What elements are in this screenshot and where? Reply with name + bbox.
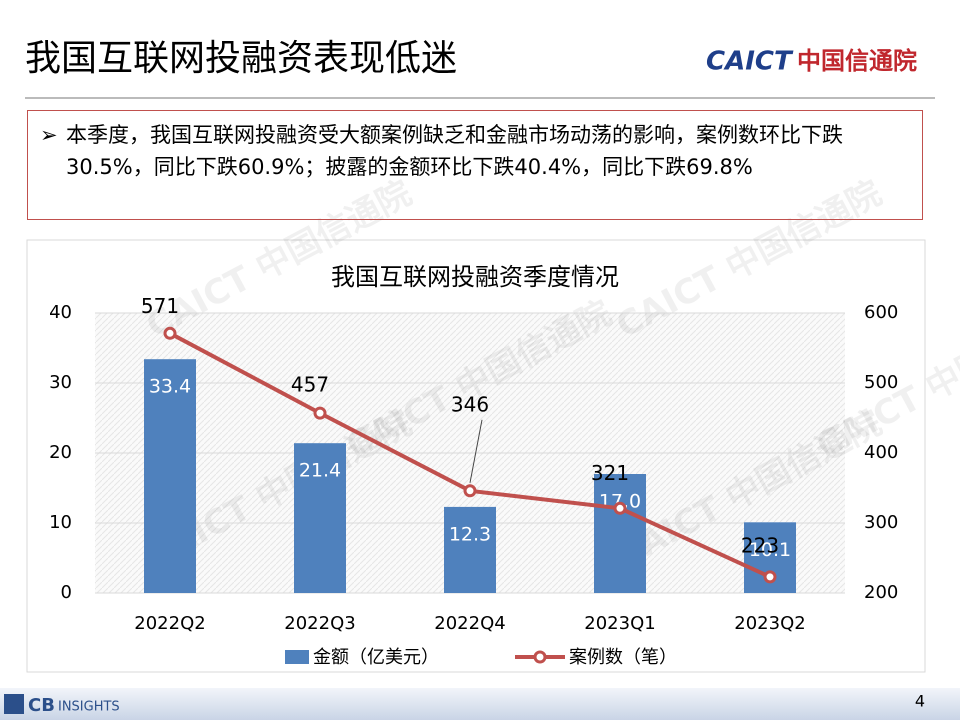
legend-label: 案例数（笔） (569, 647, 677, 668)
y-tick-label: 30 (49, 372, 72, 393)
line-marker (313, 406, 327, 420)
legend-label: 金额（亿美元） (313, 647, 439, 668)
logo-en: CAICT (706, 47, 794, 77)
footer-logo: INSIGHTS (58, 700, 120, 715)
line-value-label: 571 (141, 294, 179, 318)
chart-title: 我国互联网投融资季度情况 (331, 263, 619, 291)
line-value-label: 457 (291, 373, 329, 397)
y-tick-label: 10 (49, 512, 72, 533)
bar-value-label: 10.1 (749, 539, 791, 561)
page-number: 4 (915, 692, 925, 711)
line-value-label: 321 (591, 461, 629, 485)
line-value-label: 223 (741, 533, 779, 557)
line-marker (463, 484, 477, 498)
logo-cn: 中国信通院 (797, 47, 917, 75)
bar (594, 474, 646, 593)
x-tick-label: 2023Q2 (734, 613, 805, 634)
y2-tick-label: 300 (864, 512, 898, 533)
y2-tick-label: 500 (864, 372, 898, 393)
line-marker (613, 501, 627, 515)
y-tick-label: 20 (49, 442, 72, 463)
x-tick-label: 2022Q4 (434, 613, 505, 634)
slide-title: 我国互联网投融资表现低迷 (25, 38, 457, 79)
line-marker (763, 570, 777, 584)
legend-swatch (533, 650, 547, 664)
bar-value-label: 12.3 (449, 523, 491, 545)
bullet-marker: ➢ (40, 123, 58, 147)
bullet-text: 本季度，我国互联网投融资受大额案例缺乏和金融市场动荡的影响，案例数环比下跌30.… (66, 123, 843, 179)
leader-line (469, 419, 483, 483)
y2-tick-label: 200 (864, 582, 898, 603)
y2-tick-label: 600 (864, 302, 898, 323)
bar-value-label: 33.4 (149, 376, 191, 398)
bar (444, 506, 496, 593)
bullet-box: ➢ 本季度，我国互联网投融资受大额案例缺乏和金融市场动荡的影响，案例数环比下跌30… (27, 110, 923, 220)
x-tick-label: 2022Q2 (134, 613, 205, 634)
bar (144, 359, 196, 593)
y-tick-label: 40 (49, 302, 72, 323)
y2-tick-label: 400 (864, 442, 898, 463)
footer-logo-icon (4, 694, 24, 714)
bar-value-label: 21.4 (299, 460, 341, 482)
x-tick-label: 2023Q1 (584, 613, 655, 634)
y-tick-label: 0 (61, 582, 72, 603)
footer-band (0, 688, 960, 720)
line-marker (163, 326, 177, 340)
bar (294, 443, 346, 593)
legend-swatch (285, 650, 309, 664)
line-value-label: 346 (451, 392, 489, 416)
footer-logo: CB (28, 695, 55, 716)
x-tick-label: 2022Q3 (284, 613, 355, 634)
